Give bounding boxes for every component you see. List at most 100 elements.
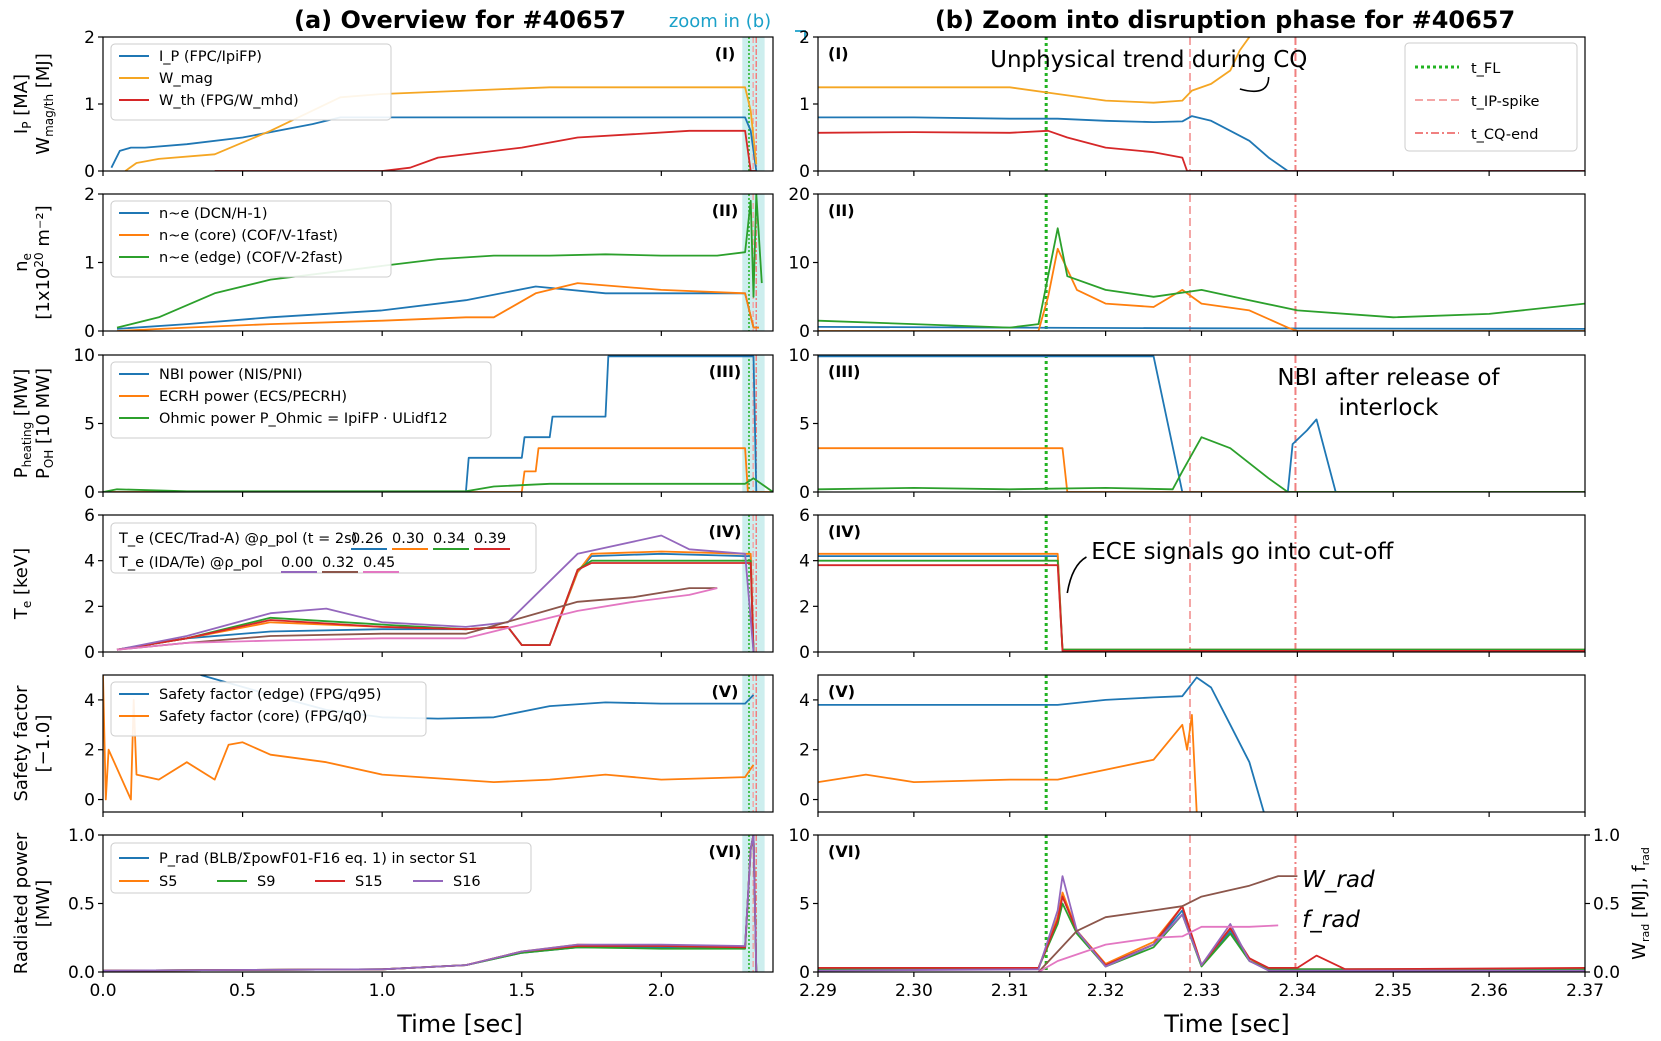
y-tick-label: 6	[84, 506, 95, 526]
series-line-2	[214, 129, 757, 171]
series-line-3	[116, 562, 755, 652]
y-tick-label: 0	[799, 162, 810, 182]
annotation: interlock	[1338, 395, 1439, 421]
y-axis-label-line2: [MW]	[33, 880, 54, 927]
annotation: Unphysical trend during CQ	[990, 47, 1307, 73]
panel-number: (VI)	[828, 842, 861, 861]
zoom-bracket	[795, 30, 806, 40]
panel-number: (III)	[828, 362, 860, 381]
panel-number: (V)	[711, 682, 738, 701]
panel-number: (IV)	[828, 522, 861, 541]
legend-label: n~e (DCN/H-1)	[159, 206, 268, 222]
x-tick-label: 2.33	[1183, 981, 1221, 1001]
y-tick-label: 2	[84, 28, 95, 48]
y-tick-label: 4	[84, 691, 95, 711]
x-axis-label-a: Time [sec]	[396, 1010, 523, 1038]
y-tick-label: 0	[799, 963, 810, 983]
legend-value: 0.26	[351, 531, 383, 547]
y-axis-label-line1: ne	[11, 253, 34, 272]
y-axis-label-line2: [1x1020 m⁻²]	[32, 205, 54, 319]
x-tick-label: 2.0	[648, 981, 675, 1001]
legend-value: 0.34	[433, 531, 465, 547]
series-line-0	[818, 115, 1585, 171]
y-tick-label: 2	[799, 741, 810, 761]
y-tick-label: 4	[84, 552, 95, 572]
legend-value: 0.39	[474, 531, 506, 547]
x-tick-label: 0.5	[229, 981, 256, 1001]
series-line-0	[818, 355, 1585, 492]
series-line-2	[818, 227, 1585, 329]
panel-number: (V)	[828, 682, 855, 701]
series-line-2	[818, 902, 1585, 971]
y-tick-label: 10	[788, 346, 810, 366]
panel-bIV: 0 2 4 6 (IV) ECE signals go into cut-off	[799, 506, 1586, 663]
legend-label: W_mag	[159, 71, 213, 87]
x-tick-label: 2.36	[1470, 981, 1508, 1001]
panel-number: (VI)	[709, 842, 742, 861]
label-f-rad: f_rad	[1302, 907, 1360, 933]
y-axis-label-line1: Safety factor	[11, 685, 32, 802]
legend-value: 0.30	[392, 531, 424, 547]
panel-aI: 0 1 2 (I) IP [MA]Wmag/th [MJ] I_P (FPC/IpiFP)…	[11, 28, 774, 182]
annotation: NBI after release of	[1277, 365, 1500, 391]
annotation-arrow	[1066, 556, 1087, 594]
y-axis-label-line1: Pheating [MW]	[11, 369, 34, 479]
legend-value: 0.32	[322, 555, 354, 571]
y-tick-label: 10	[788, 254, 810, 274]
y-tick-label: 10	[788, 826, 810, 846]
legend-box	[110, 361, 492, 439]
panel-bVI: 0 5 10 2.29 2.30 2.31 2.32 2.33 2.34 2.35 2.36 2.37…	[788, 826, 1652, 1001]
series-line-0	[103, 355, 758, 492]
series-line-4	[103, 835, 758, 972]
panel-number: (III)	[709, 362, 741, 381]
annotation: ECE signals go into cut-off	[1091, 539, 1394, 565]
series-line-5	[1037, 875, 1298, 972]
y-tick-label: 4	[799, 691, 810, 711]
series-group	[818, 37, 1585, 171]
y-tick-label: 0	[799, 643, 810, 663]
y-axis-label-line1: IP [MA]	[11, 74, 34, 134]
y-tick-label: 5	[799, 895, 810, 915]
zoom-label: zoom in (b)	[669, 11, 771, 32]
x-tick-label: 2.29	[799, 981, 837, 1001]
x-tick-label: 2.37	[1566, 981, 1604, 1001]
legend-label: NBI power (NIS/PNI)	[159, 367, 303, 383]
y-tick-label: 2	[799, 597, 810, 617]
label-w-rad: W_rad	[1302, 867, 1375, 893]
axes-frame	[817, 834, 1586, 973]
y-tick-label: 0	[84, 322, 95, 342]
legend-label: W_th (FPG/W_mhd)	[159, 93, 299, 109]
panel-bI: 0 1 2 (I) t_FL t_IP-spike t_CQ-end Unphysical t…	[799, 28, 1586, 182]
y-tick-label: 20	[788, 185, 810, 205]
series-line-0	[116, 285, 759, 330]
series-group	[116, 534, 755, 652]
y-tick-label: 2	[84, 741, 95, 761]
series-group	[818, 875, 1585, 972]
series-group	[818, 227, 1585, 331]
panel-number: (I)	[715, 44, 736, 63]
series-group	[818, 552, 1585, 652]
y2-tick-label: 0.5	[1593, 895, 1620, 915]
panel-bV: 0 2 4 (V)	[799, 674, 1586, 817]
series-line-3	[818, 564, 1585, 652]
y2-axis-label: Wrad [MJ], frad	[1629, 847, 1652, 960]
panel-aII: 0 1 2 (II) ne[1x1020 m⁻²] n~e (DCN/H-1) n~e (c…	[11, 185, 774, 342]
series-line-0	[818, 326, 1585, 330]
panel-number: (II)	[712, 201, 739, 220]
y-tick-label: 1	[84, 254, 95, 274]
legend-label: t_FL	[1471, 61, 1500, 77]
y2-tick-label: 0.0	[1593, 963, 1620, 983]
legend-label: t_CQ-end	[1471, 127, 1538, 143]
series-line-0	[818, 676, 1265, 812]
y-tick-label: 0	[799, 483, 810, 503]
legend-label: T_e (IDA/Te) @ρ_pol	[118, 555, 263, 571]
panel-bII: 0 10 20 (II)	[788, 185, 1586, 342]
series-line-5	[116, 587, 718, 651]
series-line-2	[116, 194, 763, 329]
panel-number: (II)	[828, 201, 855, 220]
series-line-1	[103, 675, 755, 801]
series-line-1	[818, 37, 1251, 104]
series-line-1	[818, 891, 1585, 971]
series-line-2	[818, 436, 1585, 492]
